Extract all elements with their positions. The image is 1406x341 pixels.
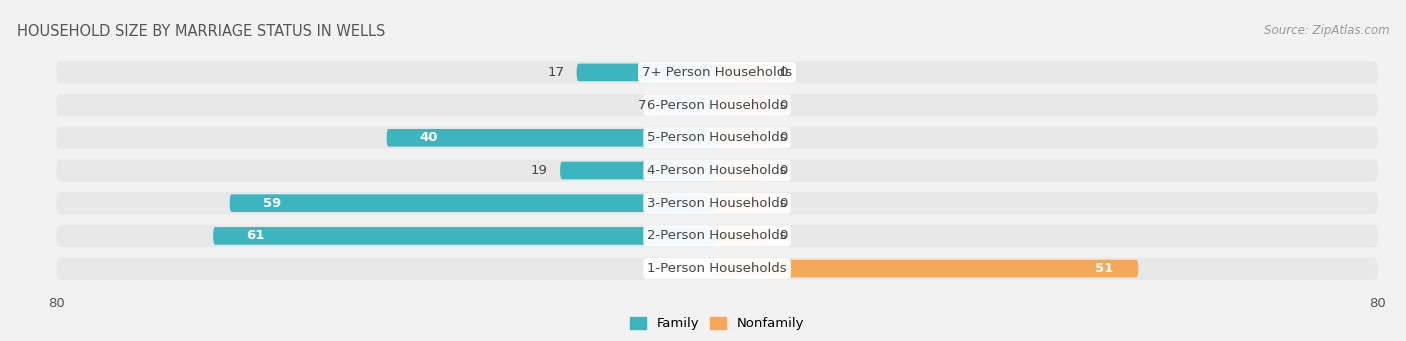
FancyBboxPatch shape <box>717 227 766 245</box>
Text: 0: 0 <box>779 131 787 144</box>
Text: 19: 19 <box>531 164 548 177</box>
FancyBboxPatch shape <box>56 94 1378 116</box>
FancyBboxPatch shape <box>56 127 1378 149</box>
Text: 7: 7 <box>638 99 647 112</box>
Text: 61: 61 <box>246 229 264 242</box>
FancyBboxPatch shape <box>56 159 1378 182</box>
FancyBboxPatch shape <box>717 129 766 147</box>
FancyBboxPatch shape <box>56 61 1378 84</box>
Text: 0: 0 <box>779 66 787 79</box>
Text: 0: 0 <box>779 229 787 242</box>
Text: 5-Person Households: 5-Person Households <box>647 131 787 144</box>
Text: 7+ Person Households: 7+ Person Households <box>643 66 792 79</box>
FancyBboxPatch shape <box>717 260 1139 278</box>
FancyBboxPatch shape <box>717 63 766 81</box>
Text: 0: 0 <box>779 197 787 210</box>
FancyBboxPatch shape <box>56 225 1378 247</box>
FancyBboxPatch shape <box>717 162 766 179</box>
Text: 3-Person Households: 3-Person Households <box>647 197 787 210</box>
FancyBboxPatch shape <box>659 96 717 114</box>
Text: 0: 0 <box>779 99 787 112</box>
Text: 4-Person Households: 4-Person Households <box>647 164 787 177</box>
FancyBboxPatch shape <box>387 129 717 147</box>
Text: 0: 0 <box>779 164 787 177</box>
Text: 40: 40 <box>419 131 439 144</box>
Text: 59: 59 <box>263 197 281 210</box>
FancyBboxPatch shape <box>214 227 717 245</box>
Text: 1-Person Households: 1-Person Households <box>647 262 787 275</box>
Legend: Family, Nonfamily: Family, Nonfamily <box>626 311 808 336</box>
Text: Source: ZipAtlas.com: Source: ZipAtlas.com <box>1264 24 1389 37</box>
FancyBboxPatch shape <box>717 96 766 114</box>
FancyBboxPatch shape <box>576 63 717 81</box>
Text: HOUSEHOLD SIZE BY MARRIAGE STATUS IN WELLS: HOUSEHOLD SIZE BY MARRIAGE STATUS IN WEL… <box>17 24 385 39</box>
FancyBboxPatch shape <box>560 162 717 179</box>
Text: 17: 17 <box>547 66 564 79</box>
Text: 51: 51 <box>1095 262 1114 275</box>
FancyBboxPatch shape <box>56 192 1378 214</box>
FancyBboxPatch shape <box>717 194 766 212</box>
FancyBboxPatch shape <box>56 257 1378 280</box>
FancyBboxPatch shape <box>229 194 717 212</box>
Text: 6-Person Households: 6-Person Households <box>647 99 787 112</box>
Text: 2-Person Households: 2-Person Households <box>647 229 787 242</box>
